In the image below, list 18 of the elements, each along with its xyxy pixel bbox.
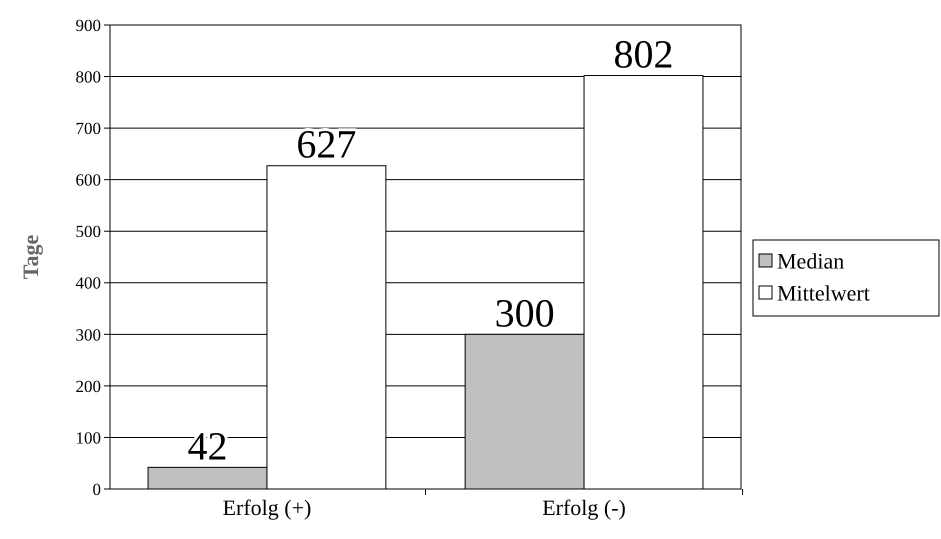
y-tick-label: 600 (76, 170, 101, 190)
y-tick-label: 100 (76, 428, 101, 448)
y-tick-label: 0 (92, 480, 101, 499)
y-tick-label: 800 (76, 68, 101, 87)
y-tick-label: 300 (76, 325, 101, 344)
y-tick-label: 900 (76, 16, 101, 35)
data-label: 627 (296, 122, 356, 167)
x-tick-label: Erfolg (-) (542, 495, 626, 520)
data-label: 300 (494, 290, 555, 336)
y-tick-label: 700 (76, 119, 101, 138)
data-label: 802 (613, 32, 674, 77)
legend-label: Mittelwert (777, 280, 870, 306)
y-axis-title: Tage (18, 234, 43, 280)
y-tick-label: 200 (76, 376, 101, 396)
y-tick-label: 400 (76, 274, 101, 293)
x-tick-label: Erfolg (+) (222, 495, 312, 520)
legend-label: Median (777, 248, 844, 274)
y-tick-label: 500 (76, 222, 101, 242)
